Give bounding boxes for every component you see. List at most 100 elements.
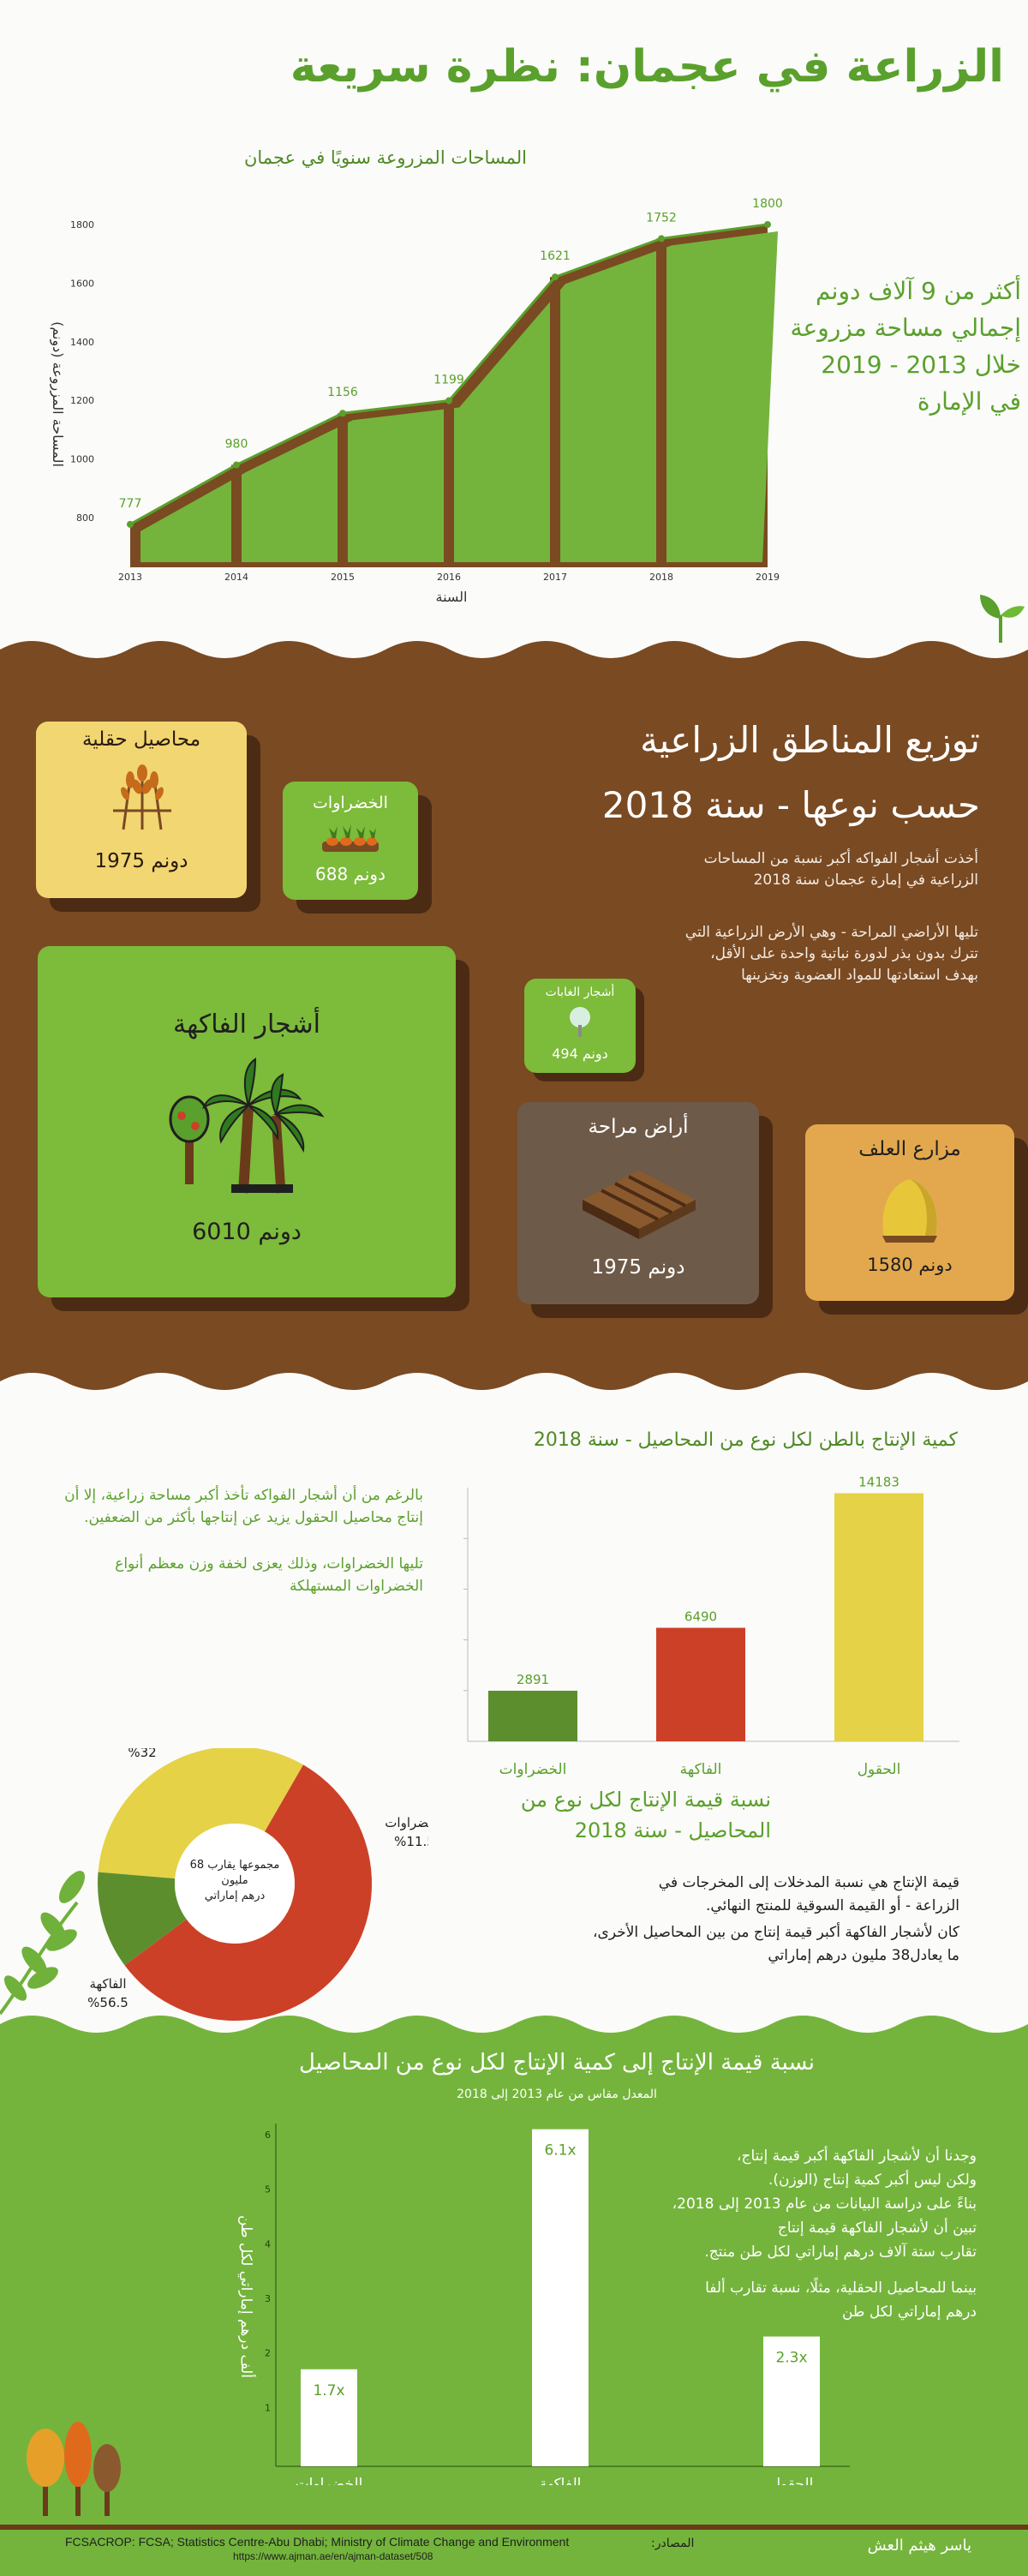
donut-note2: كان لأشجار الفاكهة أكبر قيمة إنتاج من بي… xyxy=(480,1921,959,1968)
fodder-farms-card: مزارع العلف 1580 دونم xyxy=(805,1124,1014,1301)
area-chart: 800 1000 1200 1400 1600 1800 777 2013 980 2014 11… xyxy=(49,197,783,605)
title-line: حسب نوعها - سنة 2018 xyxy=(601,784,980,826)
area-year-divider xyxy=(231,464,242,567)
area-data-label: 980 xyxy=(225,437,248,451)
note-line: بينما للمحاصيل الحقلية، مثلًا، نسبة تقار… xyxy=(705,2279,977,2297)
wheat-icon xyxy=(113,764,171,830)
area-point xyxy=(552,273,559,281)
ratio-y-tick-label: 3 xyxy=(265,2293,271,2304)
donut-slice xyxy=(98,1748,303,1879)
ratio-note1: وجدنا أن لأشجار الفاكهة أكبر قيمة إنتاج،… xyxy=(634,2144,977,2264)
card-label: محاصيل حقلية xyxy=(81,728,201,751)
x-tick-label: 2018 xyxy=(649,572,673,583)
ratio-category-label: الفاكهة xyxy=(540,2476,582,2485)
para-line: تليها الأراضي المراحة - وهي الأرض الزراع… xyxy=(684,924,978,941)
note-line: تليها الخضراوات، وذلك يعزى لخفة وزن معظم… xyxy=(115,1555,423,1573)
ratio-note2: بينما للمحاصيل الحقلية، مثلًا، نسبة تقار… xyxy=(634,2276,977,2324)
footer-sources: FCSACROP: FCSA; Statistics Centre-Abu Dh… xyxy=(65,2535,570,2549)
note-line: درهم إماراتي لكل طن xyxy=(841,2303,977,2321)
card-value: 1975 دونم xyxy=(591,1256,685,1279)
forest-trees-card: أشجار الغابات 494 دونم xyxy=(524,979,636,1073)
area-year-divider xyxy=(338,413,348,567)
palm-trees-icon xyxy=(169,1057,325,1194)
vegetables-icon xyxy=(322,824,379,852)
title-line: توزيع المناطق الزراعية xyxy=(640,719,980,761)
para-line: تترك بدون بذر لدورة نباتية واحدة على الأ… xyxy=(710,945,978,962)
footer-sources-label: المصادر: xyxy=(651,2537,695,2550)
card-label: مزارع العلف xyxy=(858,1138,961,1160)
card-label: أشجار الغابات xyxy=(545,985,615,999)
footer-author: ياسر هيثم العش xyxy=(867,2537,971,2555)
ratio-bar xyxy=(301,2369,357,2466)
ratio-y-tick-label: 1 xyxy=(265,2402,271,2413)
note-line: ما يعادل38 مليون درهم إماراتي xyxy=(768,1947,959,1964)
y-tick-label: 1800 xyxy=(70,219,94,231)
prod-category-label: الخضراوات xyxy=(499,1761,567,1778)
note-line: إنتاج محاصيل الحقول يزيد عن إنتاجها بأكث… xyxy=(84,1509,423,1526)
note-line: بالرغم من أن أشجار الفواكه تأخذ أكبر مسا… xyxy=(64,1487,423,1504)
distribution-title: توزيع المناطق الزراعية حسب نوعها - سنة 2… xyxy=(602,708,980,838)
para-line: أخذت أشجار الفواكه أكبر نسبة من المساحات xyxy=(703,850,978,867)
donut-category-label: الخضراوات xyxy=(385,1815,428,1830)
prod-bar xyxy=(488,1690,577,1741)
note-line: تبين أن لأشجار الفاكهة قيمة إنتاج xyxy=(777,2220,977,2237)
area-side-note: أكثر من 9 آلاف دونم إجمالي مساحة مزروعة … xyxy=(738,273,1021,420)
area-data-label: 1800 xyxy=(752,197,783,211)
donut-center-line: مليون xyxy=(221,1874,248,1887)
donut-slice xyxy=(124,1764,373,2022)
note-line: خلال 2013 - 2019 xyxy=(821,350,1021,379)
y-tick-label: 1600 xyxy=(70,278,94,289)
donut-center-line: مجموعها يقارب 68 xyxy=(190,1859,280,1872)
note-line: بناءً على دراسة البيانات من عام 2013 إلى… xyxy=(672,2196,977,2213)
card-label: الخضراوات xyxy=(313,794,388,812)
card-value: 688 دونم xyxy=(315,864,386,884)
fallow-land-card: أراض مراحة 1975 دونم xyxy=(517,1102,759,1304)
area-chart-title: المساحات المزروعة سنويًا في عجمان xyxy=(243,147,527,168)
para-line: بهدف استعادتها للمواد العضوية وتخزينها xyxy=(741,967,978,984)
sprout-icon xyxy=(980,595,1025,643)
donut-percent-label: %32 xyxy=(128,1748,156,1760)
ratio-category-label: الخضراوات xyxy=(296,2476,363,2485)
prod-bar-value: 6490 xyxy=(684,1609,717,1625)
para-line: الزراعية في إمارة عجمان سنة 2018 xyxy=(753,872,978,889)
note-line: أكثر من 9 آلاف دونم xyxy=(816,277,1021,305)
note-line: قيمة الإنتاج هي نسبة المدخلات إلى المخرج… xyxy=(658,1874,959,1891)
donut-title: نسبة قيمة الإنتاج لكل نوع من المحاصيل - … xyxy=(428,1784,771,1846)
note-line: الخضراوات المستهلكة xyxy=(289,1578,423,1595)
prod-bar-value: 14183 xyxy=(858,1474,900,1489)
area-point xyxy=(339,410,346,417)
area-y-axis-label: المساحة المزروعة (دونم) xyxy=(49,321,66,467)
ratio-bar xyxy=(532,2129,589,2466)
production-bar-title: كمية الإنتاج بالطن لكل نوع من المحاصيل -… xyxy=(533,1429,958,1451)
x-tick-label: 2015 xyxy=(331,572,355,583)
title-line: المحاصيل - سنة 2018 xyxy=(574,1818,771,1842)
footer-url[interactable]: https://www.ajman.ae/en/ajman-dataset/50… xyxy=(233,2550,433,2562)
area-point xyxy=(233,461,240,469)
tree-icon xyxy=(570,1007,590,1037)
card-value: 6010 دونم xyxy=(192,1219,302,1245)
donut-percent-label: %56.5 xyxy=(87,1995,128,2010)
donut-hole xyxy=(175,1824,295,1944)
area-year-divider xyxy=(444,400,454,567)
ratio-y-axis-label: ألف درهم إماراتي لكل طن xyxy=(237,2215,256,2378)
ratio-bar-label: 6.1x xyxy=(544,2142,576,2160)
prod-bar xyxy=(834,1493,923,1741)
x-tick-label: 2019 xyxy=(756,572,780,583)
donut-note1: قيمة الإنتاج هي نسبة المدخلات إلى المخرج… xyxy=(480,1872,959,1918)
y-tick-label: 1200 xyxy=(70,395,94,406)
area-inner-fill xyxy=(140,231,778,562)
prod-bar-value: 2891 xyxy=(517,1672,549,1687)
soil-plot-icon xyxy=(583,1171,696,1239)
prod-bar xyxy=(656,1627,745,1741)
fruit-trees-card: أشجار الفاكهة 6010 دونم xyxy=(38,946,456,1297)
area-year-divider xyxy=(656,238,666,567)
card-value: 1580 دونم xyxy=(867,1255,953,1275)
distribution-para2: تليها الأراضي المراحة - وهي الأرض الزراع… xyxy=(567,922,978,986)
vegetables-card: الخضراوات 688 دونم xyxy=(283,782,418,900)
ratio-y-tick-label: 2 xyxy=(265,2348,271,2359)
donut-percent-label: %11.5 xyxy=(394,1834,428,1849)
area-data-label: 1156 xyxy=(327,386,358,399)
production-bar-chart: 2891 الخضراوات 6490 الفاكهة 14183 الحقول xyxy=(463,1474,959,1778)
ratio-bar-chart: 1 2 3 4 5 6 1.7x الخضراوات 6.1x الفاكهة 2.3x الحقو… xyxy=(237,2124,850,2485)
donut-center-line: درهم إماراتي xyxy=(205,1890,266,1902)
